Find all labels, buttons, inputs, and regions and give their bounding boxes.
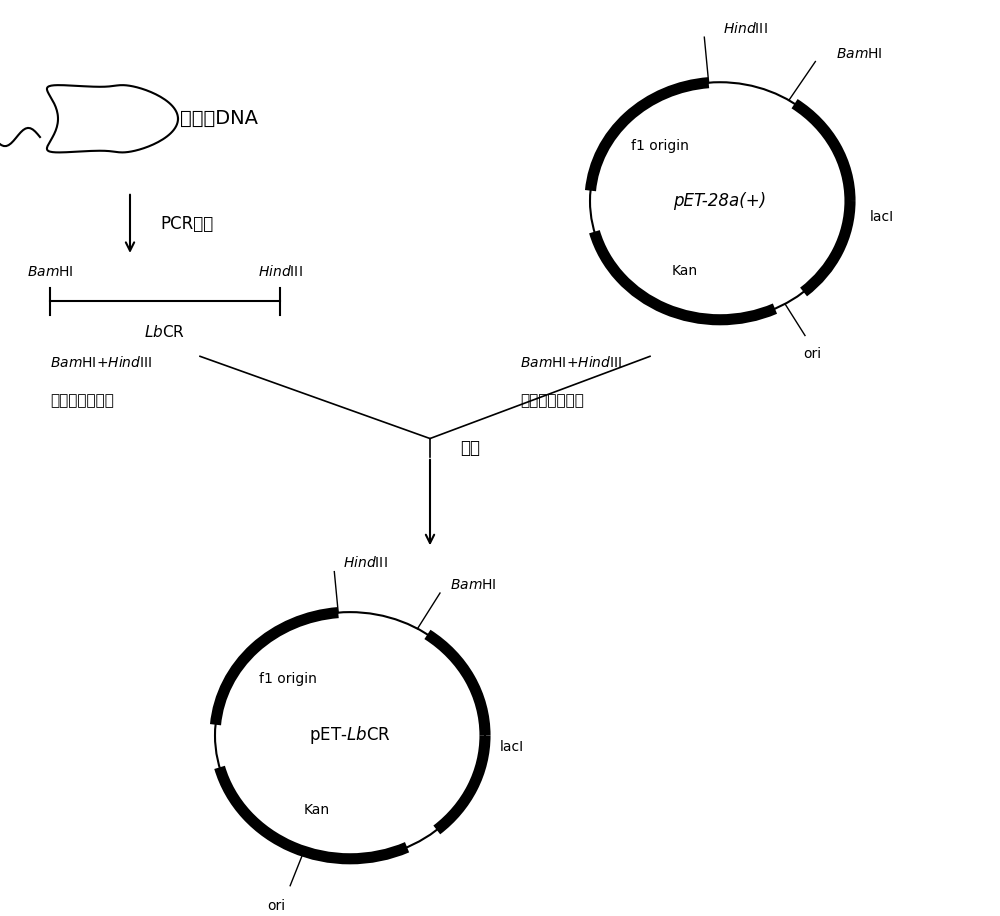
Text: $\it{Bam}$HI: $\it{Bam}$HI [27,265,73,278]
Text: $\it{Lb}$CR: $\it{Lb}$CR [144,324,186,341]
Text: $\it{Bam}$HI+$\it{Hind}$III: $\it{Bam}$HI+$\it{Hind}$III [50,355,152,370]
Text: pET-28a(+): pET-28a(+) [673,192,767,210]
Text: f1 origin: f1 origin [259,671,317,686]
Text: ori: ori [803,347,822,362]
Text: pET-$\it{Lb}$CR: pET-$\it{Lb}$CR [309,725,391,747]
Text: lacI: lacI [499,740,524,754]
Text: Kan: Kan [304,802,330,817]
Text: PCR扩增: PCR扩增 [160,215,213,233]
Text: f1 origin: f1 origin [631,139,689,153]
Text: $\it{Bam}$HI+$\it{Hind}$III: $\it{Bam}$HI+$\it{Hind}$III [520,355,622,370]
Text: $\it{Bam}$HI: $\it{Bam}$HI [450,578,497,592]
Text: 连接: 连接 [460,439,480,457]
Text: 酶切回收大片段: 酶切回收大片段 [50,393,114,408]
Text: $\it{Hind}$III: $\it{Hind}$III [723,20,768,36]
Text: 酶切回收大片段: 酶切回收大片段 [520,393,584,408]
Text: 基因组DNA: 基因组DNA [180,109,258,128]
Text: $\it{Bam}$HI: $\it{Bam}$HI [836,47,882,60]
Text: $\it{Hind}$III: $\it{Hind}$III [258,264,302,278]
Text: ori: ori [267,899,285,912]
Text: $\it{Hind}$III: $\it{Hind}$III [343,555,388,570]
Text: lacI: lacI [869,210,894,224]
Text: Kan: Kan [671,264,697,278]
